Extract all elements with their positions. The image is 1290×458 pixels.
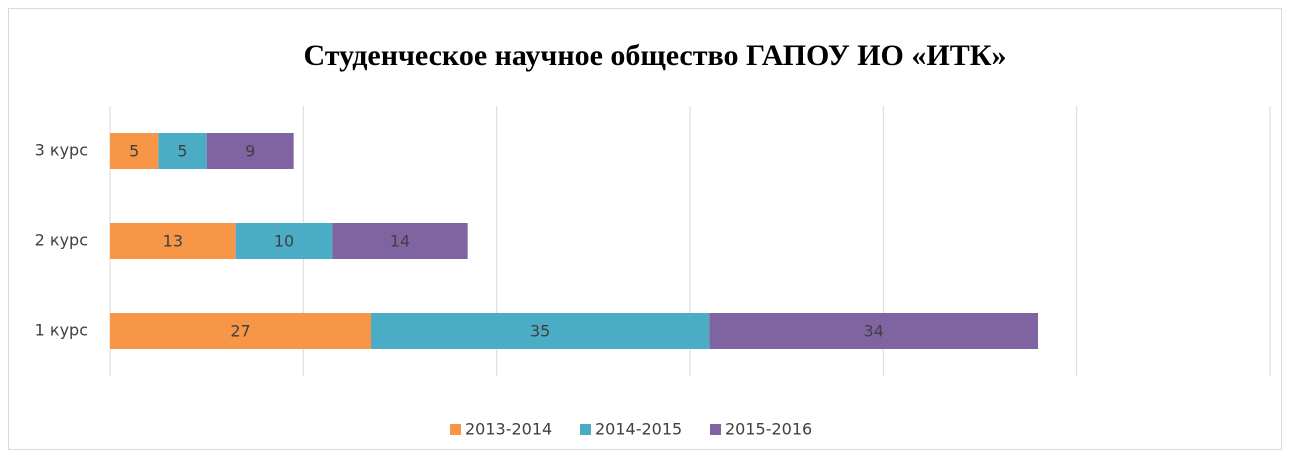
bar-segment bbox=[371, 313, 710, 349]
bar-segment bbox=[709, 313, 1038, 349]
data-label: 34 bbox=[863, 322, 883, 341]
legend-label: 2013-2014 bbox=[465, 420, 552, 439]
bar-segment bbox=[158, 133, 207, 169]
data-label: 5 bbox=[129, 142, 139, 161]
legend-swatch bbox=[450, 424, 461, 435]
bar-segment bbox=[206, 133, 294, 169]
legend-swatch bbox=[710, 424, 721, 435]
data-label: 5 bbox=[177, 142, 187, 161]
bar-segment bbox=[235, 223, 333, 259]
bar-segment bbox=[110, 313, 371, 349]
chart-title: Студенческое научное общество ГАПОУ ИО «… bbox=[304, 39, 1007, 72]
data-label: 35 bbox=[530, 322, 550, 341]
data-label: 13 bbox=[163, 232, 183, 251]
bar-segment bbox=[332, 223, 468, 259]
data-label: 9 bbox=[245, 142, 255, 161]
y-tick-label: 3 курс bbox=[35, 141, 88, 160]
legend-swatch bbox=[580, 424, 591, 435]
y-tick-label: 2 курс bbox=[35, 231, 88, 250]
bar-segment bbox=[110, 133, 159, 169]
data-label: 10 bbox=[274, 232, 294, 251]
legend-label: 2015-2016 bbox=[725, 420, 812, 439]
y-tick-label: 1 курс bbox=[35, 321, 88, 340]
bar-segment bbox=[110, 223, 236, 259]
data-label: 27 bbox=[230, 322, 250, 341]
data-label: 14 bbox=[390, 232, 410, 251]
legend-label: 2014-2015 bbox=[595, 420, 682, 439]
